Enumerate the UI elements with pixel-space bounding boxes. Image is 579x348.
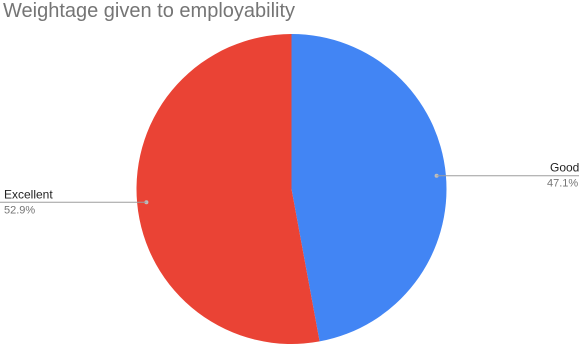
pie-slices bbox=[136, 34, 447, 345]
slice-percent-good: 47.1% bbox=[547, 178, 578, 190]
slice-percent-excellent: 52.9% bbox=[4, 204, 35, 216]
chart-title: Weightage given to employability bbox=[3, 0, 296, 22]
pie-slice-excellent bbox=[136, 34, 320, 345]
pie-slice-good bbox=[291, 34, 447, 342]
slice-label-good: Good bbox=[550, 161, 579, 175]
slice-label-excellent: Excellent bbox=[4, 187, 53, 201]
slice-labels: Good 47.1% Excellent 52.9% bbox=[0, 161, 579, 216]
